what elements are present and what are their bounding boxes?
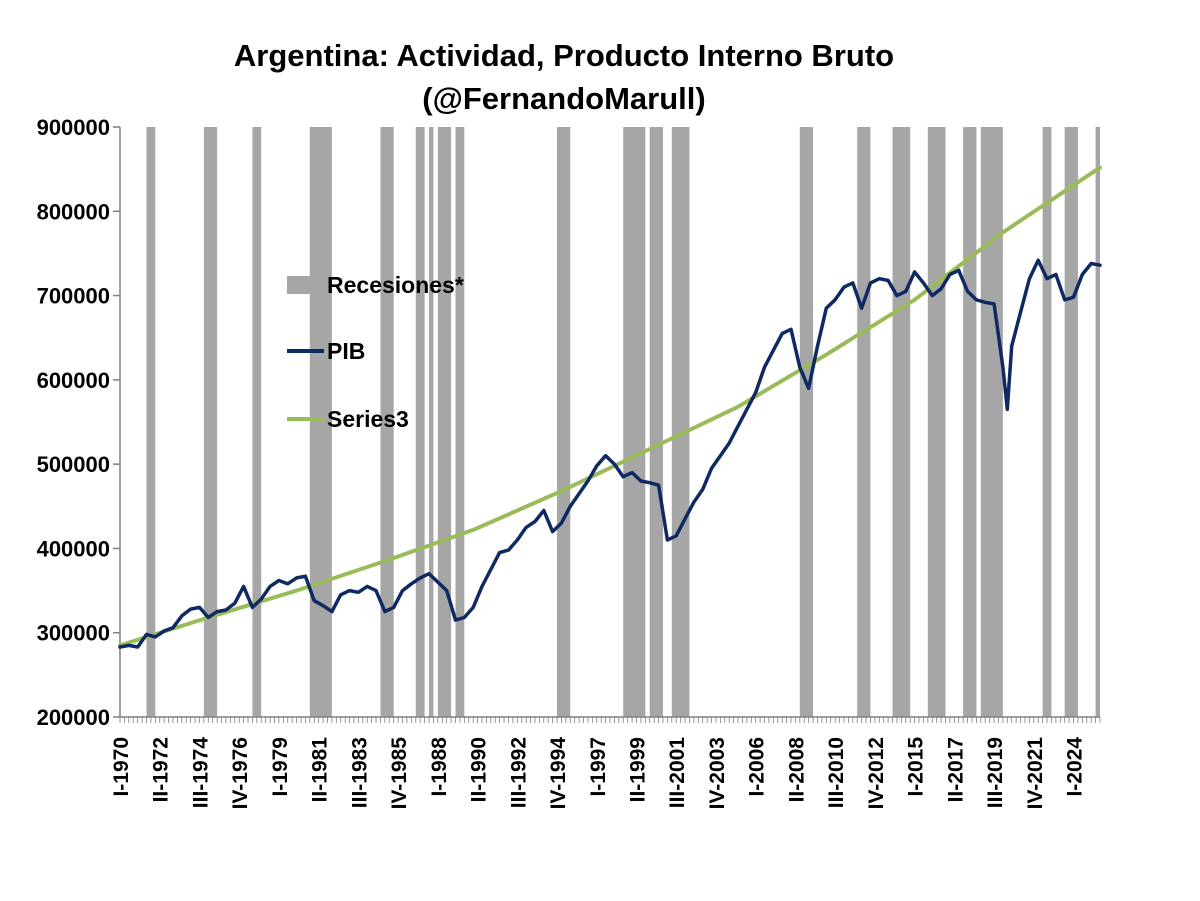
y-tick-label: 700000 [37, 284, 110, 309]
x-tick-label: III-2019 [984, 737, 1007, 808]
x-tick-label: II-1990 [468, 737, 491, 802]
x-tick-labels: I-1970 II-1972 III-1974 IV-1976 I-1979 II-198… [110, 737, 1087, 810]
recession-band-5 [415, 127, 425, 717]
recession-band-3 [309, 127, 332, 717]
chart-title: Argentina: Actividad, Producto Interno B… [234, 38, 894, 73]
x-tick-label: III-1983 [348, 737, 371, 808]
series-lines [118, 165, 1102, 649]
y-tick-label: 600000 [37, 368, 110, 393]
x-tick-label: I-2006 [746, 737, 769, 797]
x-tick-label: III-2001 [666, 737, 689, 809]
recession-band-21 [1095, 127, 1100, 717]
x-tick-label: I-1997 [587, 737, 610, 797]
y-tick-labels: 200000 300000 400000 500000 600000 700000 8000… [37, 115, 110, 730]
x-tick-label: I-1970 [110, 737, 133, 797]
x-tick-label: IV-2021 [1024, 737, 1047, 810]
recession-band-13 [799, 127, 814, 717]
x-tick-label: IV-2012 [865, 737, 888, 809]
recession-band-20 [1064, 127, 1078, 717]
series-line-pib [118, 258, 1102, 649]
y-tick-label: 400000 [37, 536, 110, 561]
y-tick-label: 300000 [37, 621, 110, 646]
x-tick-label: II-1981 [309, 737, 332, 803]
recession-band-12 [671, 127, 690, 717]
recession-band-4 [380, 127, 394, 717]
recession-band-15 [892, 127, 911, 717]
x-tick-label: III-2010 [825, 737, 848, 808]
x-tick-label: IV-1985 [388, 737, 411, 810]
x-tick-label: I-1988 [428, 737, 451, 797]
x-tick-label: IV-1976 [229, 737, 252, 809]
x-tick-label: I-2015 [905, 737, 928, 797]
legend-label-pib: PIB [327, 338, 365, 364]
recession-band-10 [623, 127, 646, 717]
recession-band-19 [1042, 127, 1052, 717]
recession-band-0 [146, 127, 156, 717]
legend-swatch-recesiones [287, 276, 324, 294]
x-tick-label: II-1972 [150, 737, 173, 802]
legend-label-series3: Series3 [327, 406, 409, 432]
x-tick-label: III-1992 [507, 737, 530, 808]
x-tick-label: I-2024 [1064, 737, 1087, 797]
recession-band-11 [649, 127, 663, 717]
x-tick-label: IV-2003 [706, 737, 729, 809]
recession-band-18 [980, 127, 1003, 717]
recession-band-1 [203, 127, 218, 717]
recession-bands [146, 127, 1100, 717]
recession-band-9 [557, 127, 571, 717]
y-tick-label: 200000 [37, 705, 110, 730]
recession-band-14 [857, 127, 871, 717]
axes [113, 126, 1101, 723]
y-tick-label: 900000 [37, 115, 110, 140]
x-tick-label: III-1974 [189, 737, 212, 809]
recession-band-7 [437, 127, 452, 717]
recession-band-16 [927, 127, 946, 717]
x-tick-label: II-2017 [944, 737, 967, 802]
recession-band-8 [455, 127, 465, 717]
legend: Recesiones* PIB Series3 [287, 272, 464, 432]
chart-subtitle: (@FernandoMarull) [422, 81, 705, 116]
y-tick-label: 500000 [37, 452, 110, 477]
y-tick-label: 800000 [37, 199, 110, 224]
x-tick-label: II-1999 [626, 737, 649, 802]
recession-band-2 [252, 127, 262, 717]
x-tick-label: I-1979 [269, 737, 292, 797]
x-tick-label: IV-1994 [547, 737, 570, 810]
x-tick-label: II-2008 [785, 737, 808, 803]
recession-band-6 [429, 127, 434, 717]
legend-label-recesiones: Recesiones* [327, 272, 464, 298]
recession-band-17 [963, 127, 977, 717]
series-line-series3 [118, 165, 1102, 648]
